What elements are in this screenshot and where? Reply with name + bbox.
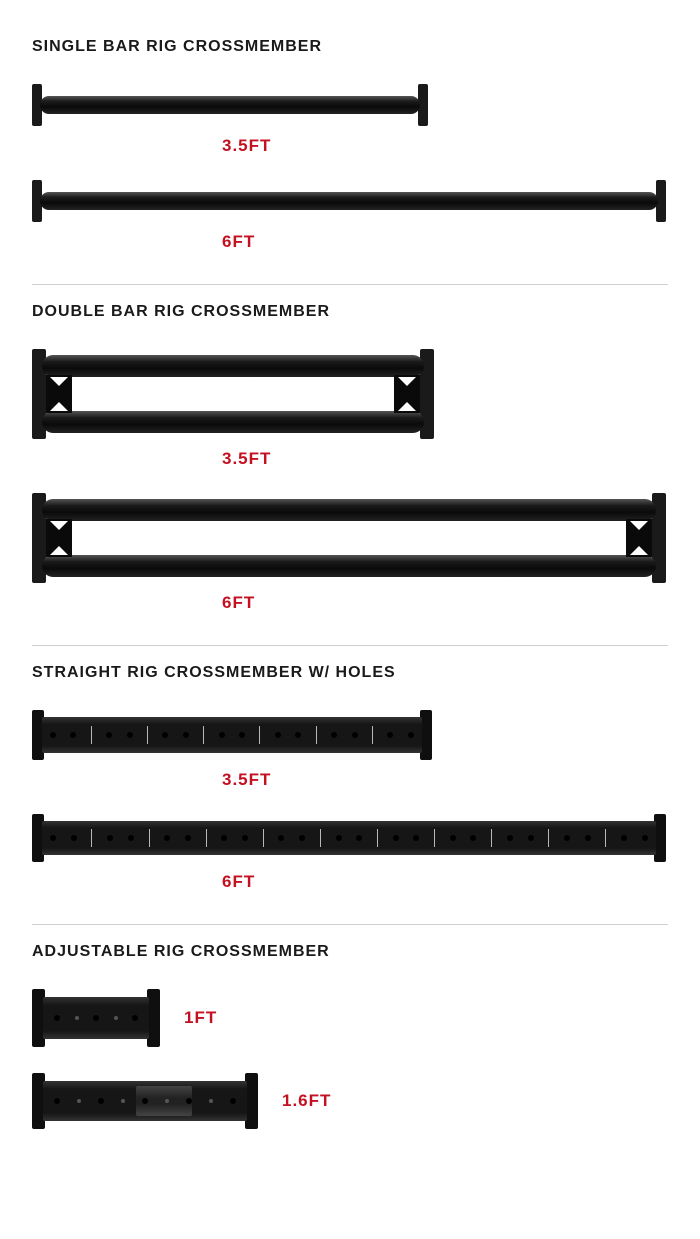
section-title: SINGLE BAR RIG CROSSMEMBER [32,38,668,56]
size-label: 3.5FT [222,449,271,469]
size-label: 6FT [222,593,255,613]
size-label: 1FT [184,1008,217,1028]
product-variant: 3.5FT [32,349,668,493]
product-size-chart: SINGLE BAR RIG CROSSMEMBER3.5FT6FTDOUBLE… [32,20,668,1155]
adjustable-bar-graphic [32,989,160,1047]
product-variant: 6FT [32,493,668,637]
section-title: DOUBLE BAR RIG CROSSMEMBER [32,303,668,321]
product-variant: 3.5FT [32,710,668,814]
size-label: 6FT [222,872,255,892]
product-section: STRAIGHT RIG CROSSMEMBER W/ HOLES 3.5FT 6F… [32,646,668,916]
product-section: ADJUSTABLE RIG CROSSMEMBER 1FT 1.6FT [32,925,668,1155]
product-variant: 6FT [32,814,668,916]
size-label: 1.6FT [282,1091,331,1111]
single-bar-graphic [32,84,428,126]
double-bar-graphic [32,349,434,439]
product-variant: 6FT [32,180,668,276]
section-title: STRAIGHT RIG CROSSMEMBER W/ HOLES [32,664,668,682]
adjustable-bar-graphic [32,1073,258,1129]
product-section: SINGLE BAR RIG CROSSMEMBER 3.5FT 6FT [32,20,668,276]
section-title: ADJUSTABLE RIG CROSSMEMBER [32,943,668,961]
single-bar-graphic [32,180,666,222]
product-variant: 3.5FT [32,84,668,180]
double-bar-graphic [32,493,666,583]
straight-bar-graphic [32,814,666,862]
size-label: 3.5FT [222,770,271,790]
straight-bar-graphic [32,710,432,760]
size-label: 3.5FT [222,136,271,156]
product-section: DOUBLE BAR RIG CROSSMEMBER 3.5FT 6FT [32,285,668,637]
product-variant: 1FT [32,989,668,1047]
size-label: 6FT [222,232,255,252]
product-variant: 1.6FT [32,1073,668,1129]
